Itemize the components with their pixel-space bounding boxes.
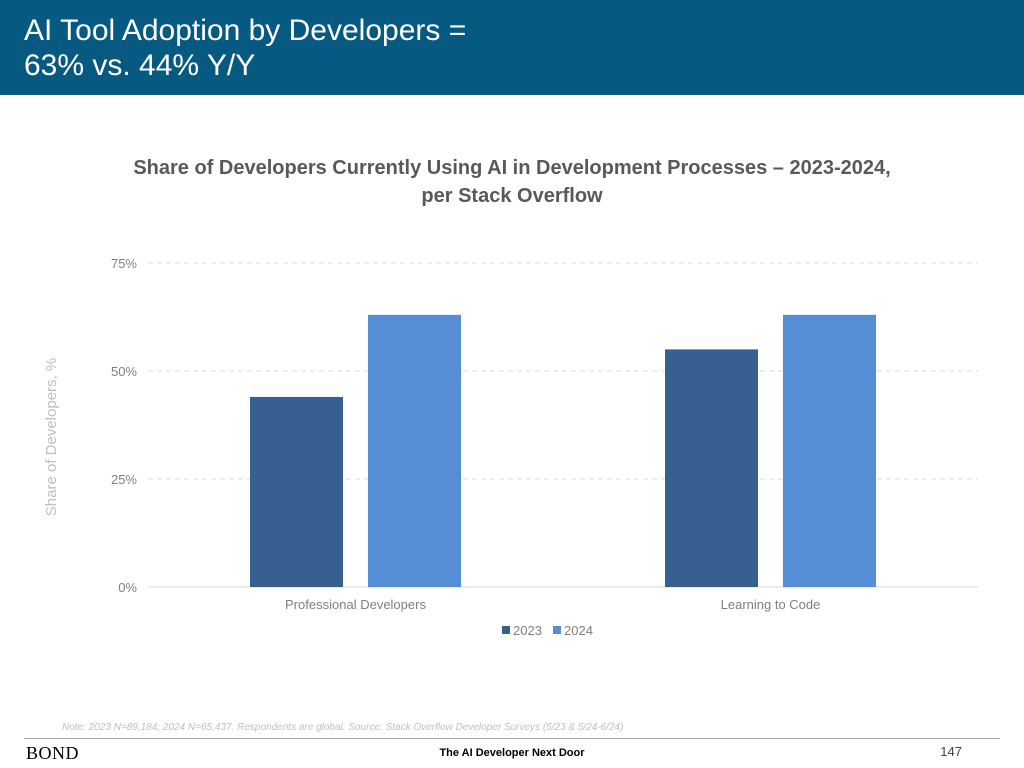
legend-swatch-2023 (502, 626, 510, 634)
x-category-label: Learning to Code (721, 597, 821, 612)
x-category-label: Professional Developers (285, 597, 426, 612)
bar-2023 (665, 349, 758, 587)
slide-title: AI Tool Adoption by Developers = 63% vs.… (24, 13, 466, 83)
brand-logo: BOND (26, 743, 80, 763)
source-note: Note: 2023 N=89,184; 2024 N=65,437. Resp… (62, 722, 624, 733)
y-tick-label: 0% (118, 580, 137, 595)
footer-title: The AI Developer Next Door (439, 747, 585, 759)
slide-title-line-2: 63% vs. 44% Y/Y (24, 49, 256, 82)
footer-divider (24, 738, 1000, 739)
y-tick-label: 25% (111, 472, 137, 487)
chart-title-line-2: per Stack Overflow (421, 185, 603, 207)
legend-label-2024: 2024 (564, 623, 593, 638)
page-number: 147 (940, 744, 962, 759)
legend-swatch-2024 (553, 626, 561, 634)
y-tick-label: 50% (111, 364, 137, 379)
slide-header: AI Tool Adoption by Developers = 63% vs.… (0, 0, 1024, 95)
bar-2024 (783, 314, 876, 587)
bar-2024 (368, 314, 461, 587)
chart-title: Share of Developers Currently Using AI i… (0, 154, 1024, 210)
chart-title-line-1: Share of Developers Currently Using AI i… (133, 157, 891, 179)
bar-2023 (250, 396, 343, 587)
legend-label-2023: 2023 (513, 623, 542, 638)
y-tick-label: 75% (111, 256, 137, 271)
y-axis-label: Share of Developers, % (43, 358, 60, 516)
slide-title-line-1: AI Tool Adoption by Developers = (24, 14, 467, 47)
